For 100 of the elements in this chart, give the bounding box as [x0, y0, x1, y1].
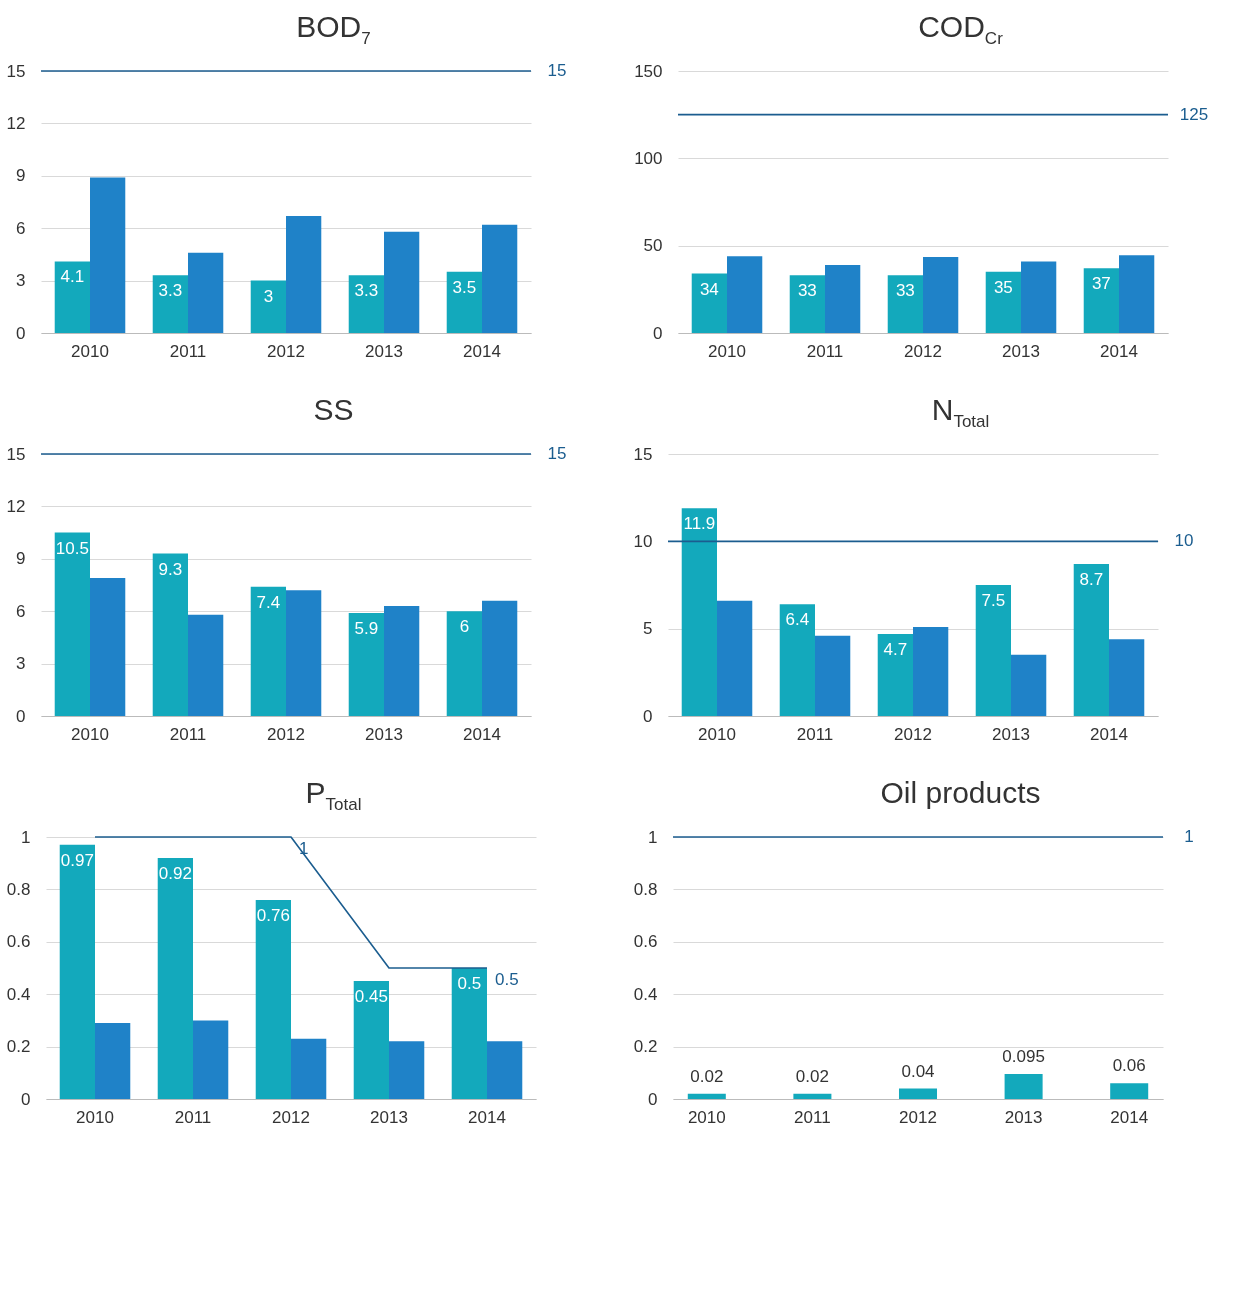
x-tick-label: 2014 [463, 724, 501, 744]
x-tick-label: 2013 [365, 341, 403, 361]
bar [389, 1041, 425, 1099]
chart-title: BOD$_{7}$ [295, 10, 372, 50]
bar [446, 611, 482, 716]
bar [451, 968, 487, 1099]
chart-title: Oil products [879, 776, 1042, 811]
x-tick-label: 2012 [904, 341, 942, 361]
y-tick-label: 0.2 [6, 1037, 31, 1057]
data-label: 0.04 [901, 1061, 935, 1081]
y-tick-label: 50 [643, 236, 663, 256]
data-label: 8.7 [1079, 570, 1104, 590]
chart-title: COD$_{Cr}$ [917, 10, 1004, 50]
chart-title: SS [312, 393, 355, 428]
data-label: 0.45 [354, 987, 388, 1007]
data-label: 7.4 [256, 592, 281, 612]
bar [681, 508, 717, 716]
y-tick-label: 6 [16, 218, 26, 238]
y-tick-label: 15 [633, 444, 653, 464]
data-label: 37 [1091, 274, 1111, 294]
data-label: 6.4 [785, 610, 810, 630]
data-label: 33 [797, 281, 817, 301]
data-label: 3.3 [158, 281, 183, 301]
data-label: 4.1 [60, 267, 85, 287]
ref-line-label: 1 [1184, 827, 1194, 846]
y-tick-label: 0 [653, 323, 663, 343]
bar [825, 264, 861, 333]
data-label: 5.9 [354, 618, 379, 638]
y-tick-label: 0.8 [633, 879, 658, 899]
chart-title: P$_{Total}$ [304, 776, 363, 816]
ref-line-label: 15 [547, 444, 567, 463]
x-tick-label: 2010 [708, 341, 746, 361]
chart-title: N$_{Total}$ [930, 393, 991, 433]
y-tick-label: 0.4 [6, 984, 31, 1004]
data-label: 0.02 [795, 1066, 829, 1086]
x-tick-label: 2012 [267, 341, 305, 361]
bar [975, 585, 1011, 716]
y-tick-label: 3 [16, 654, 26, 674]
data-label: 0.02 [690, 1066, 724, 1086]
y-tick-label: 10 [633, 531, 653, 551]
bar [887, 275, 923, 333]
bar [815, 635, 851, 716]
y-tick-label: 12 [6, 496, 26, 516]
data-label: 11.9 [683, 514, 716, 534]
bar [913, 626, 949, 716]
bar [286, 590, 322, 716]
x-tick-label: 2014 [468, 1107, 506, 1127]
x-tick-label: 2011 [806, 341, 844, 361]
y-tick-label: 0.2 [633, 1037, 658, 1057]
data-label: 1 [299, 839, 309, 858]
y-tick-label: 0.8 [6, 879, 31, 899]
x-tick-label: 2010 [687, 1107, 726, 1127]
data-label: 0.06 [1112, 1056, 1146, 1076]
x-tick-label: 2010 [698, 724, 736, 744]
bar [717, 600, 753, 716]
y-tick-label: 3 [16, 271, 26, 291]
y-tick-label: 0.6 [6, 932, 31, 952]
x-tick-label: 2011 [794, 1107, 831, 1127]
x-tick-label: 2012 [272, 1107, 310, 1127]
bar [348, 612, 384, 716]
y-tick-label: 9 [16, 166, 26, 186]
y-tick-label: 1 [648, 827, 658, 847]
data-label: 0.5 [495, 970, 519, 989]
y-tick-label: 12 [6, 113, 26, 133]
x-tick-label: 2014 [1110, 1107, 1149, 1127]
y-tick-label: 15 [6, 61, 26, 81]
bar [727, 256, 763, 333]
bar [255, 899, 291, 1099]
ref-line-label: 125 [1179, 104, 1209, 124]
bar [384, 231, 420, 333]
x-tick-label: 2012 [899, 1107, 937, 1127]
bar [789, 275, 825, 333]
data-label: 3 [263, 286, 274, 306]
bar [59, 844, 95, 1099]
bar [446, 271, 482, 333]
x-tick-label: 2011 [169, 341, 207, 361]
data-label: 10.5 [55, 538, 89, 558]
x-tick-label: 2010 [71, 341, 109, 361]
bar [384, 605, 420, 716]
bar [54, 261, 90, 333]
bar [1073, 564, 1109, 716]
x-tick-label: 2013 [1002, 341, 1040, 361]
bar [291, 1038, 327, 1099]
bar [1011, 654, 1047, 716]
bar [779, 604, 815, 716]
data-label: 35 [993, 277, 1013, 297]
x-tick-label: 2012 [267, 724, 305, 744]
bar [90, 177, 126, 333]
x-tick-label: 2013 [992, 724, 1030, 744]
bar [193, 1020, 229, 1099]
bar [348, 275, 384, 333]
y-tick-label: 6 [16, 601, 26, 621]
bar [157, 857, 193, 1099]
y-tick-label: 0 [16, 323, 26, 343]
data-label: 33 [895, 281, 915, 301]
bar [353, 981, 389, 1099]
y-tick-label: 0 [21, 1089, 31, 1109]
bar [286, 215, 322, 333]
data-label: 0.5 [457, 974, 482, 993]
bar [691, 273, 727, 333]
